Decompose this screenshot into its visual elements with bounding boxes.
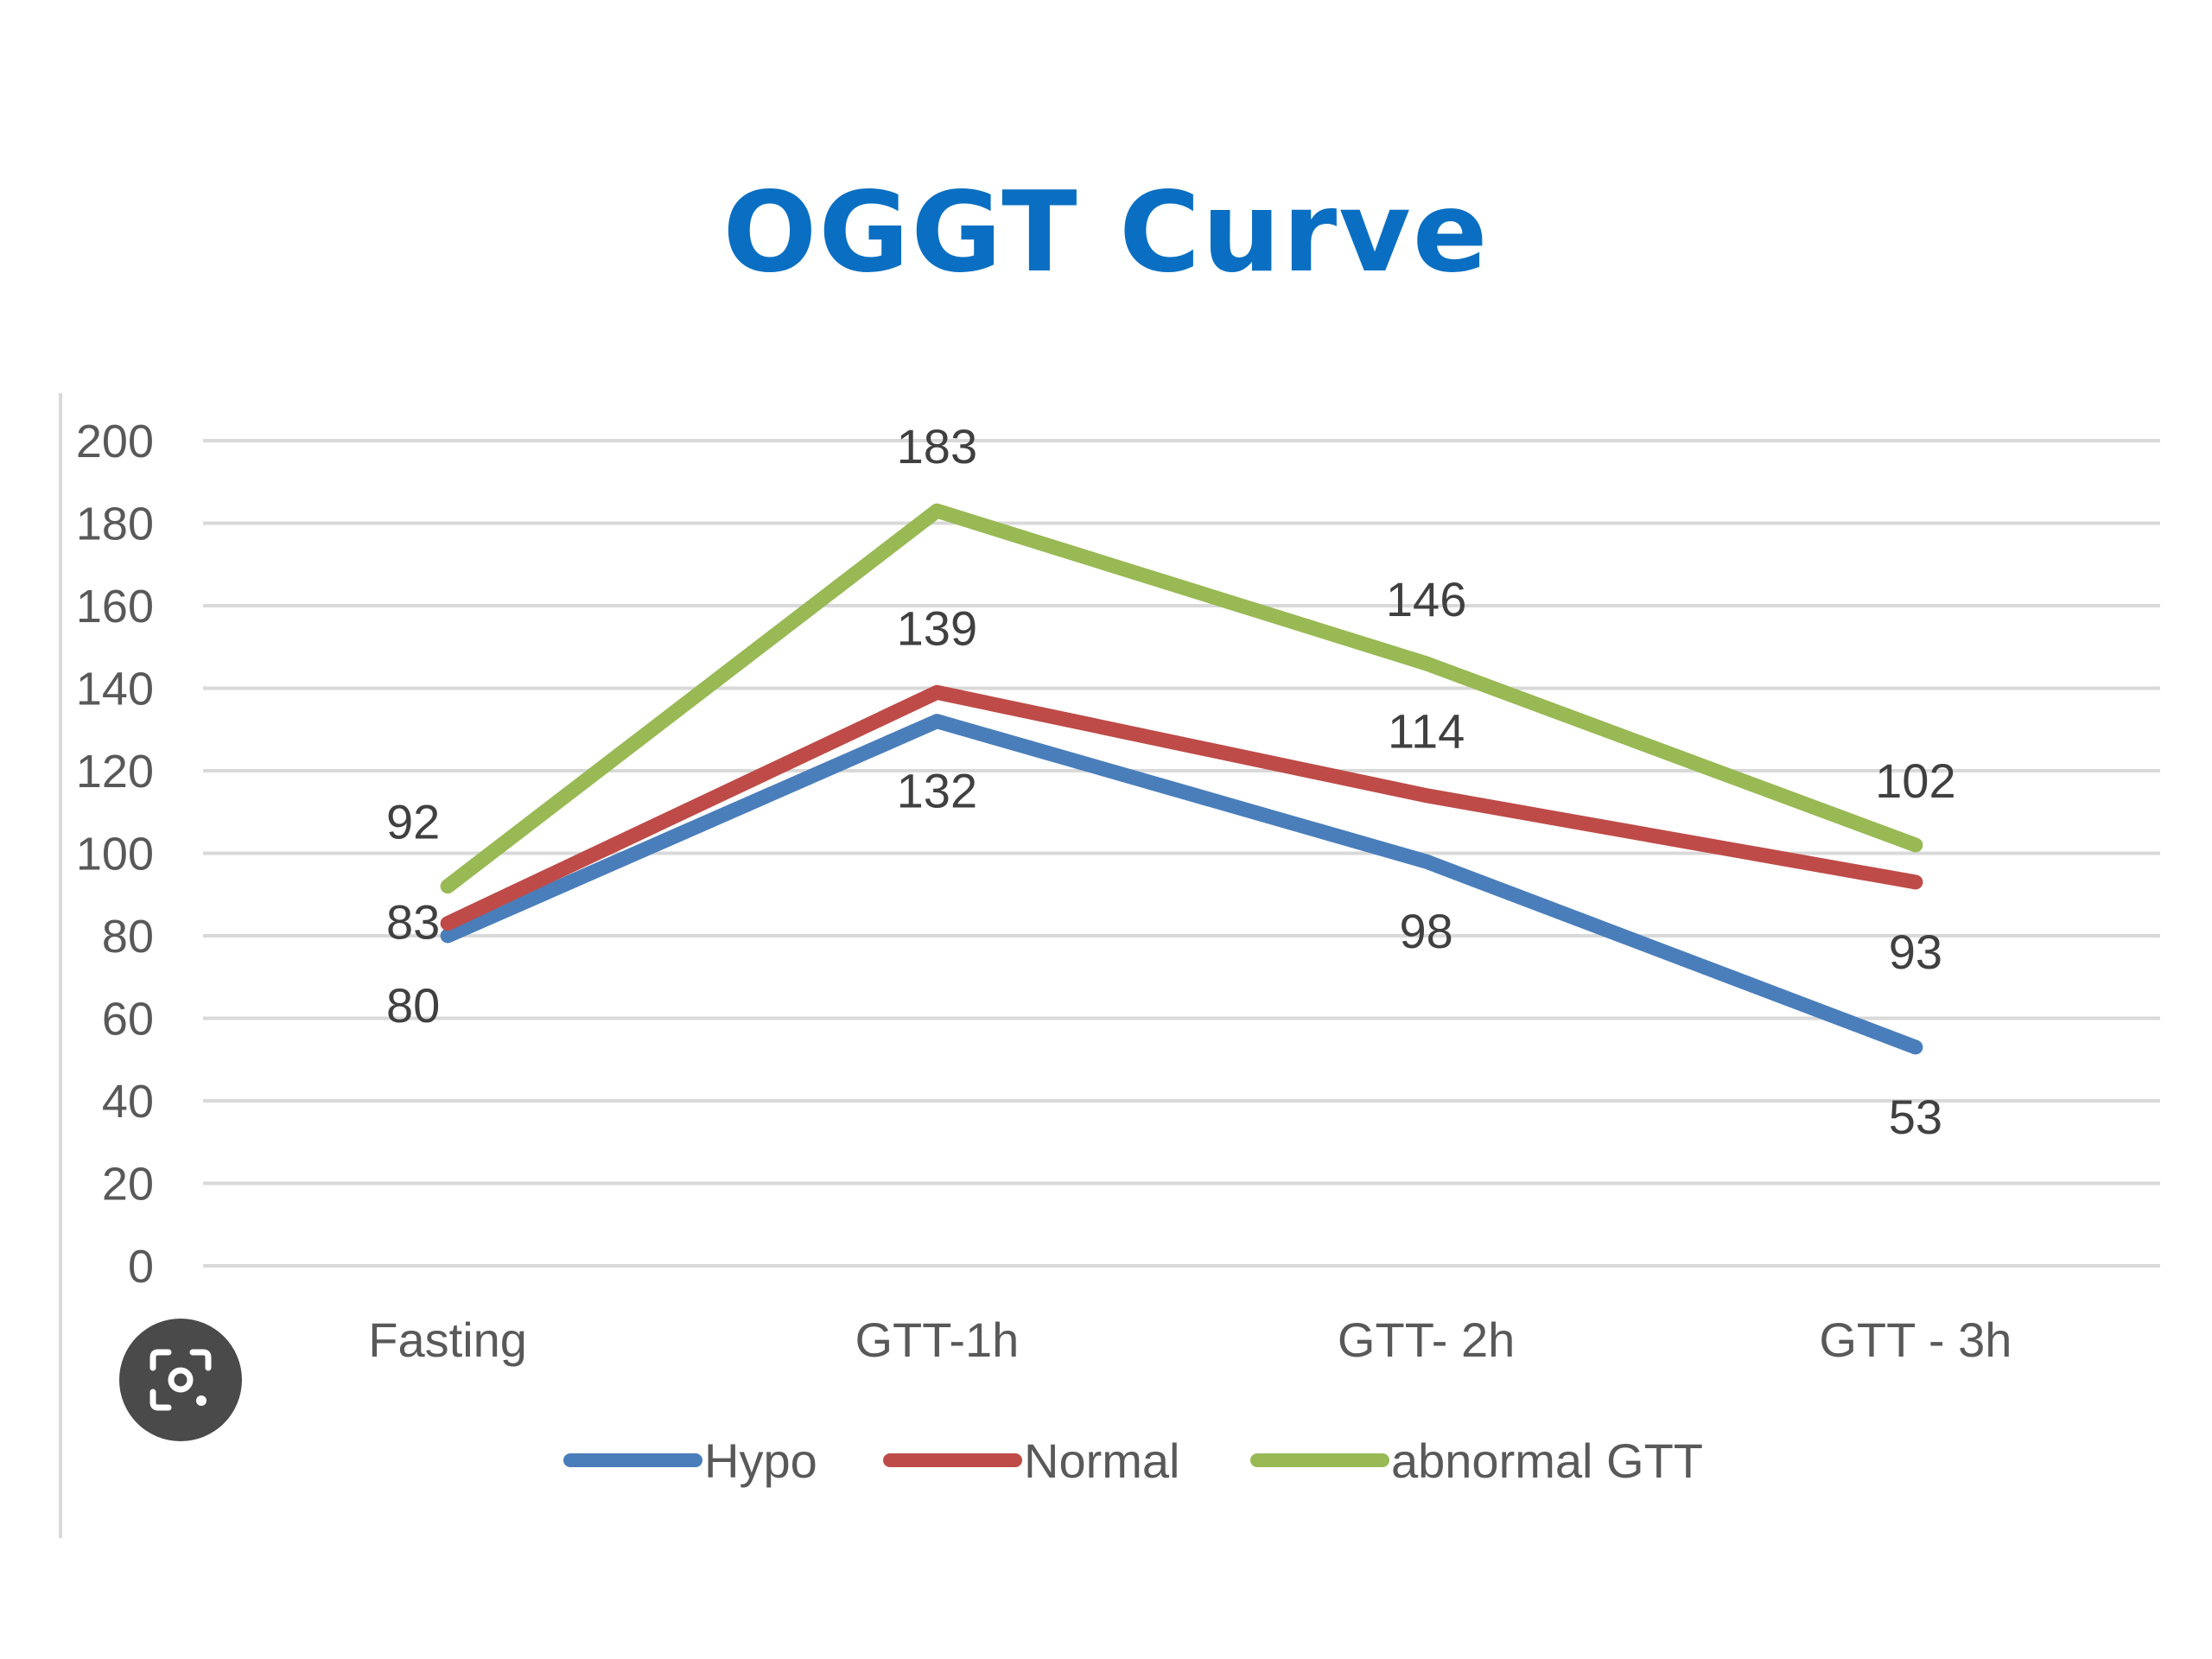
- series-line-abnormal-gtt: [440, 503, 1923, 894]
- y-tick-label: 80: [102, 911, 154, 963]
- data-label: 132: [897, 764, 977, 818]
- data-label: 92: [386, 795, 440, 849]
- data-label: 83: [386, 895, 440, 950]
- legend-label: abnormal GTT: [1391, 1433, 1703, 1488]
- data-label: 93: [1889, 925, 1942, 979]
- data-label: 183: [897, 419, 977, 474]
- y-tick-label: 20: [102, 1159, 154, 1211]
- data-label: 139: [897, 601, 977, 655]
- y-tick-label: 40: [102, 1076, 154, 1128]
- data-label: 80: [386, 978, 440, 1033]
- x-category-label: GTT - 3h: [1819, 1313, 2012, 1367]
- y-tick-label: 140: [76, 664, 154, 715]
- data-label: 98: [1399, 904, 1452, 958]
- legend-label: Normal: [1024, 1433, 1179, 1488]
- legend-label: Hypo: [704, 1433, 817, 1488]
- data-label: 146: [1386, 572, 1466, 626]
- y-tick-label: 0: [128, 1241, 154, 1293]
- lens-search-button[interactable]: [119, 1319, 242, 1441]
- x-category-label: GTT- 2h: [1338, 1313, 1515, 1367]
- series-line-normal: [440, 684, 1923, 931]
- y-tick-label: 160: [76, 581, 154, 632]
- chart-title: OGGT Curve: [722, 168, 1490, 297]
- y-tick-label: 120: [76, 746, 154, 798]
- data-label: 114: [1388, 704, 1465, 759]
- series-line-hypo: [440, 714, 1923, 1055]
- x-category-label: GTT-1h: [855, 1313, 1019, 1367]
- lens-search-icon: [149, 1349, 212, 1411]
- y-tick-label: 60: [102, 994, 154, 1046]
- y-tick-label: 200: [76, 416, 154, 467]
- data-label: 102: [1875, 753, 1955, 808]
- x-category-label: Fasting: [368, 1313, 527, 1367]
- y-tick-label: 100: [76, 829, 154, 880]
- data-label: 53: [1889, 1090, 1942, 1144]
- y-tick-label: 180: [76, 499, 154, 550]
